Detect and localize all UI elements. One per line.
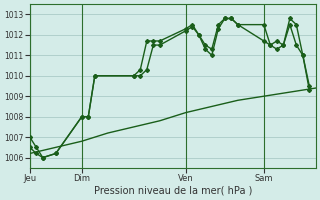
- X-axis label: Pression niveau de la mer( hPa ): Pression niveau de la mer( hPa ): [94, 186, 252, 196]
